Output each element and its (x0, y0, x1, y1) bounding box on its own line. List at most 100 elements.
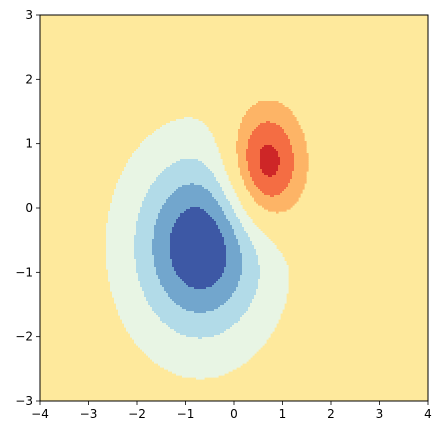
contour-cell (298, 155, 301, 158)
contour-cell (278, 173, 281, 176)
contour-cell (192, 229, 195, 232)
contour-cell (276, 179, 279, 182)
contour-cell (228, 191, 231, 194)
contour-cell (212, 223, 215, 226)
contour-cell (272, 133, 275, 136)
contour-cell (228, 233, 231, 236)
contour-cell (218, 213, 221, 216)
contour-cell (230, 185, 233, 188)
contour-cell (190, 127, 193, 130)
contour-cell (196, 121, 199, 124)
contour-cell (206, 179, 209, 182)
contour-cell (238, 135, 241, 138)
contour-cell (188, 153, 191, 156)
contour-cell (174, 129, 177, 132)
contour-cell (178, 189, 181, 192)
contour-cell (118, 227, 121, 230)
contour-cell (206, 207, 209, 210)
contour-cell (236, 243, 239, 246)
contour-cell (118, 217, 121, 220)
contour-cell (170, 127, 173, 130)
contour-cell (126, 239, 129, 242)
contour-cell (132, 159, 135, 162)
contour-cell (126, 227, 129, 230)
contour-cell (206, 137, 209, 140)
contour-cell (254, 187, 257, 190)
contour-cell (226, 231, 229, 234)
contour-cell (140, 243, 143, 246)
contour-cell (200, 239, 203, 242)
contour-cell (292, 193, 295, 196)
contour-cell (300, 133, 303, 136)
contour-cell (304, 145, 307, 148)
contour-cell (224, 181, 227, 184)
contour-cell (134, 157, 137, 160)
contour-cell (240, 135, 243, 138)
contour-cell (158, 185, 161, 188)
contour-cell (156, 205, 159, 208)
contour-cell (132, 221, 135, 224)
contour-cell (192, 143, 195, 146)
contour-cell (262, 155, 265, 158)
contour-cell (216, 163, 219, 166)
contour-cell (212, 139, 215, 142)
contour-cell (254, 159, 257, 162)
contour-cell (214, 145, 217, 148)
contour-cell (228, 219, 231, 222)
contour-cell (238, 205, 241, 208)
contour-cell (300, 137, 303, 140)
contour-cell (282, 175, 285, 178)
contour-cell (148, 223, 151, 226)
contour-cell (198, 131, 201, 134)
contour-cell (182, 177, 185, 180)
contour-cell (136, 227, 139, 230)
contour-cell (164, 185, 167, 188)
contour-cell (126, 223, 129, 226)
contour-cell (272, 163, 275, 166)
contour-cell (196, 235, 199, 238)
contour-cell (274, 185, 277, 188)
contour-cell (290, 197, 293, 200)
contour-cell (188, 201, 191, 204)
contour-cell (238, 209, 241, 212)
contour-cell (250, 191, 253, 194)
contour-cell (116, 201, 119, 204)
contour-cell (186, 149, 189, 152)
contour-cell (200, 175, 203, 178)
contour-cell (226, 177, 229, 180)
contour-cell (252, 129, 255, 132)
contour-cell (294, 173, 297, 176)
contour-cell (164, 195, 167, 198)
contour-cell (230, 233, 233, 236)
contour-cell (170, 217, 173, 220)
contour-cell (174, 241, 177, 244)
contour-cell (166, 241, 169, 244)
contour-cell (222, 181, 225, 184)
contour-cell (286, 169, 289, 172)
contour-cell (220, 239, 223, 242)
contour-cell (144, 197, 147, 200)
contour-cell (222, 223, 225, 226)
contour-cell (244, 133, 247, 136)
contour-cell (130, 201, 133, 204)
contour-cell (168, 155, 171, 158)
contour-cell (200, 223, 203, 226)
contour-cell (246, 237, 249, 240)
contour-cell (234, 241, 237, 244)
contour-cell (282, 145, 285, 148)
contour-cell (160, 215, 163, 218)
contour-cell (202, 127, 205, 130)
contour-cell (176, 197, 179, 200)
contour-cell (180, 167, 183, 170)
contour-cell (194, 243, 197, 246)
contour-cell (258, 229, 261, 232)
contour-cell (114, 201, 117, 204)
contour-cell (162, 135, 165, 138)
contour-cell (134, 191, 137, 194)
contour-cell (182, 119, 185, 122)
contour-cell (142, 237, 145, 240)
contour-cell (158, 239, 161, 242)
contour-cell (258, 111, 261, 114)
contour-cell (222, 219, 225, 222)
contour-cell (298, 131, 301, 134)
